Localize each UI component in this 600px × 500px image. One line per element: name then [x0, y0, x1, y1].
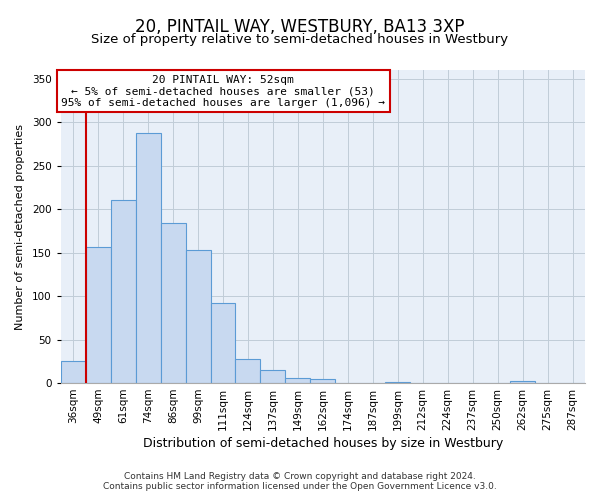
- Text: Contains public sector information licensed under the Open Government Licence v3: Contains public sector information licen…: [103, 482, 497, 491]
- Bar: [86, 246, 110, 383]
- Bar: [235, 358, 260, 383]
- Bar: [510, 382, 535, 383]
- Bar: [110, 200, 136, 383]
- Bar: [211, 303, 235, 383]
- Y-axis label: Number of semi-detached properties: Number of semi-detached properties: [15, 124, 25, 330]
- Bar: [385, 382, 410, 383]
- Bar: [310, 378, 335, 383]
- Bar: [61, 362, 86, 383]
- Bar: [260, 370, 286, 383]
- Bar: [161, 223, 185, 383]
- Bar: [136, 134, 161, 383]
- Text: 20, PINTAIL WAY, WESTBURY, BA13 3XP: 20, PINTAIL WAY, WESTBURY, BA13 3XP: [135, 18, 465, 36]
- Bar: [185, 250, 211, 383]
- Text: 20 PINTAIL WAY: 52sqm
← 5% of semi-detached houses are smaller (53)
95% of semi-: 20 PINTAIL WAY: 52sqm ← 5% of semi-detac…: [61, 74, 385, 108]
- X-axis label: Distribution of semi-detached houses by size in Westbury: Distribution of semi-detached houses by …: [143, 437, 503, 450]
- Text: Contains HM Land Registry data © Crown copyright and database right 2024.: Contains HM Land Registry data © Crown c…: [124, 472, 476, 481]
- Text: Size of property relative to semi-detached houses in Westbury: Size of property relative to semi-detach…: [91, 32, 509, 46]
- Bar: [286, 378, 310, 383]
